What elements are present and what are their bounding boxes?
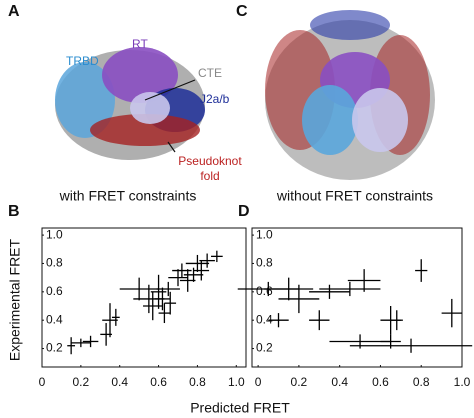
x-tick-label: 0	[39, 375, 46, 389]
x-tick-label: 0.2	[291, 375, 308, 389]
panel-label: C	[236, 3, 248, 20]
x-tick-label: 0.4	[111, 375, 128, 389]
y-tick-label: 0.2	[46, 341, 63, 355]
y-tick-label: 0.2	[256, 341, 273, 355]
panel-label: A	[8, 3, 20, 20]
structure-label: J2a/b	[200, 92, 230, 106]
y-tick-label: 1.0	[256, 227, 273, 241]
x-tick-label: 1.0	[454, 375, 471, 389]
x-tick-label: 0.6	[372, 375, 389, 389]
x-axis-label: Predicted FRET	[190, 400, 290, 416]
x-tick-label: 0.4	[331, 375, 348, 389]
plot-frame	[251, 227, 463, 368]
structure-label: fold	[200, 169, 219, 183]
panel-label: B	[8, 203, 20, 220]
y-axis-label: Experimental FRET	[7, 238, 23, 361]
structure-a	[55, 47, 205, 160]
x-tick-label: 0.2	[73, 375, 90, 389]
x-tick-label: 0.6	[150, 375, 167, 389]
x-tick-label: 1.0	[228, 375, 245, 389]
structure-label: RT	[132, 37, 148, 51]
structure-label: TRBD	[66, 54, 99, 68]
y-tick-label: 1.0	[46, 227, 63, 241]
caption: without FRET constraints	[276, 188, 433, 204]
structure-c	[265, 10, 435, 180]
y-tick-label: 0.8	[256, 256, 273, 270]
y-tick-label: 0.8	[46, 256, 63, 270]
x-tick-label: 0.8	[413, 375, 430, 389]
panel-label: D	[238, 203, 250, 220]
y-tick-label: 0.4	[46, 312, 63, 326]
structure-label: CTE	[198, 66, 222, 80]
y-tick-label: 0.6	[46, 284, 63, 298]
caption: with FRET constraints	[59, 188, 197, 204]
plot-frame	[41, 227, 247, 368]
x-tick-label: 0	[255, 375, 262, 389]
y-tick-label: 0.6	[256, 284, 273, 298]
structure-label: Pseudoknot	[178, 154, 242, 168]
x-tick-label: 0.8	[189, 375, 206, 389]
y-tick-label: 0.4	[256, 312, 273, 326]
